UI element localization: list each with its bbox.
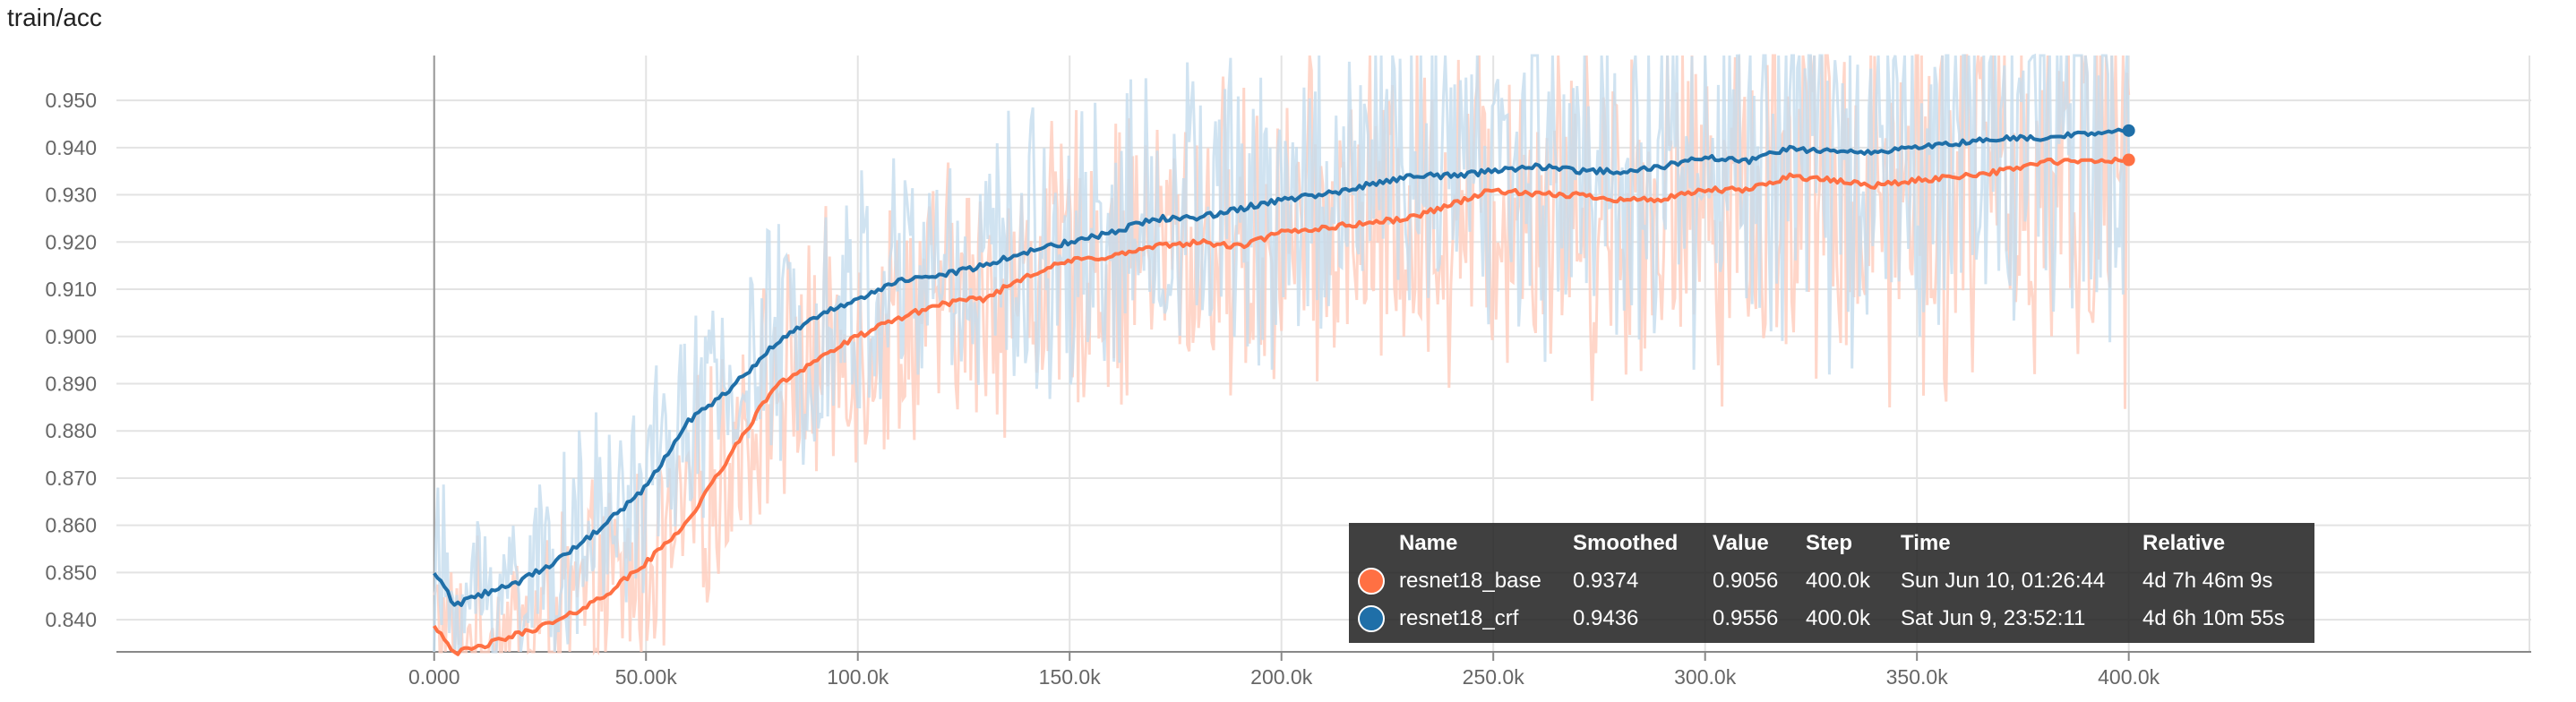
tooltip-value: 0.9556 bbox=[1713, 606, 1779, 630]
endpoint-marker-resnet18_crf bbox=[2122, 124, 2135, 137]
y-tick-label: 0.890 bbox=[45, 372, 97, 395]
y-tick-label: 0.880 bbox=[45, 419, 97, 442]
x-tick-label: 200.0k bbox=[1250, 665, 1313, 689]
tooltip-row: resnet18_base 0.9374 0.9056 400.0k Sun J… bbox=[1349, 562, 2299, 600]
x-tick-label: 300.0k bbox=[1674, 665, 1737, 689]
y-tick-label: 0.850 bbox=[45, 561, 97, 584]
tooltip-smoothed: 0.9374 bbox=[1573, 569, 1639, 593]
y-tick-label: 0.900 bbox=[45, 325, 97, 348]
tooltip-table: Name Smoothed Value Step Time Relative r… bbox=[1349, 525, 2299, 638]
chart-title: train/acc bbox=[7, 4, 102, 31]
tooltip-step: 400.0k bbox=[1806, 569, 1871, 593]
x-tick-label: 0.000 bbox=[408, 665, 460, 689]
x-tick-label: 150.0k bbox=[1039, 665, 1102, 689]
tooltip-header-smoothed: Smoothed bbox=[1573, 531, 1679, 555]
tooltip-header-name: Name bbox=[1399, 531, 1458, 555]
tooltip-time: Sun Jun 10, 01:26:44 bbox=[1901, 569, 2106, 593]
y-tick-label: 0.840 bbox=[45, 608, 97, 631]
tooltip-smoothed: 0.9436 bbox=[1573, 606, 1639, 630]
raw-series-line-resnet18_crf bbox=[433, 53, 2131, 654]
tooltip-time: Sat Jun 9, 23:52:11 bbox=[1901, 606, 2086, 630]
tooltip-step: 400.0k bbox=[1806, 606, 1871, 630]
tooltip-relative: 4d 7h 46m 9s bbox=[2142, 569, 2273, 593]
tooltip-panel: Name Smoothed Value Step Time Relative r… bbox=[1349, 523, 2314, 643]
raw-series-layer bbox=[433, 53, 2131, 656]
series-line-resnet18_base bbox=[433, 156, 2130, 656]
endpoint-markers bbox=[2122, 124, 2135, 167]
smoothed-series-layer bbox=[433, 127, 2130, 656]
tooltip-header-row: Name Smoothed Value Step Time Relative bbox=[1349, 525, 2299, 562]
y-tick-label: 0.920 bbox=[45, 230, 97, 253]
y-tick-label: 0.930 bbox=[45, 184, 97, 207]
tooltip-header-step: Step bbox=[1806, 531, 1853, 555]
tooltip-series-name: resnet18_crf bbox=[1399, 606, 1519, 630]
tooltip-header-relative: Relative bbox=[2142, 531, 2226, 555]
y-tick-label: 0.940 bbox=[45, 136, 97, 159]
tooltip-header-value: Value bbox=[1713, 531, 1769, 555]
y-tick-label: 0.950 bbox=[45, 89, 97, 112]
tooltip-header-swatch bbox=[1349, 525, 1399, 562]
tick-labels: 0.840 0.850 0.860 0.870 0.880 0.890 0.900 0.910… bbox=[45, 89, 2160, 689]
x-tick-label: 400.0k bbox=[2098, 665, 2160, 689]
y-tick-label: 0.870 bbox=[45, 467, 97, 490]
series-swatch-icon bbox=[1358, 568, 1385, 595]
x-tick-label: 50.00k bbox=[615, 665, 678, 689]
tooltip-relative: 4d 6h 10m 55s bbox=[2142, 606, 2285, 630]
tooltip-row: resnet18_crf 0.9436 0.9556 400.0k Sat Ju… bbox=[1349, 600, 2299, 638]
x-tick-label: 100.0k bbox=[827, 665, 889, 689]
x-tick-label: 350.0k bbox=[1886, 665, 1949, 689]
series-line-resnet18_crf bbox=[433, 127, 2130, 607]
tooltip-value: 0.9056 bbox=[1713, 569, 1779, 593]
raw-series-line-resnet18_base bbox=[433, 54, 2131, 656]
endpoint-marker-resnet18_base bbox=[2122, 153, 2135, 167]
tooltip-header-time: Time bbox=[1901, 531, 1951, 555]
y-tick-label: 0.860 bbox=[45, 514, 97, 537]
tooltip-series-name: resnet18_base bbox=[1399, 569, 1541, 593]
x-tick-label: 250.0k bbox=[1463, 665, 1525, 689]
y-tick-label: 0.910 bbox=[45, 278, 97, 301]
series-swatch-icon bbox=[1358, 605, 1385, 632]
